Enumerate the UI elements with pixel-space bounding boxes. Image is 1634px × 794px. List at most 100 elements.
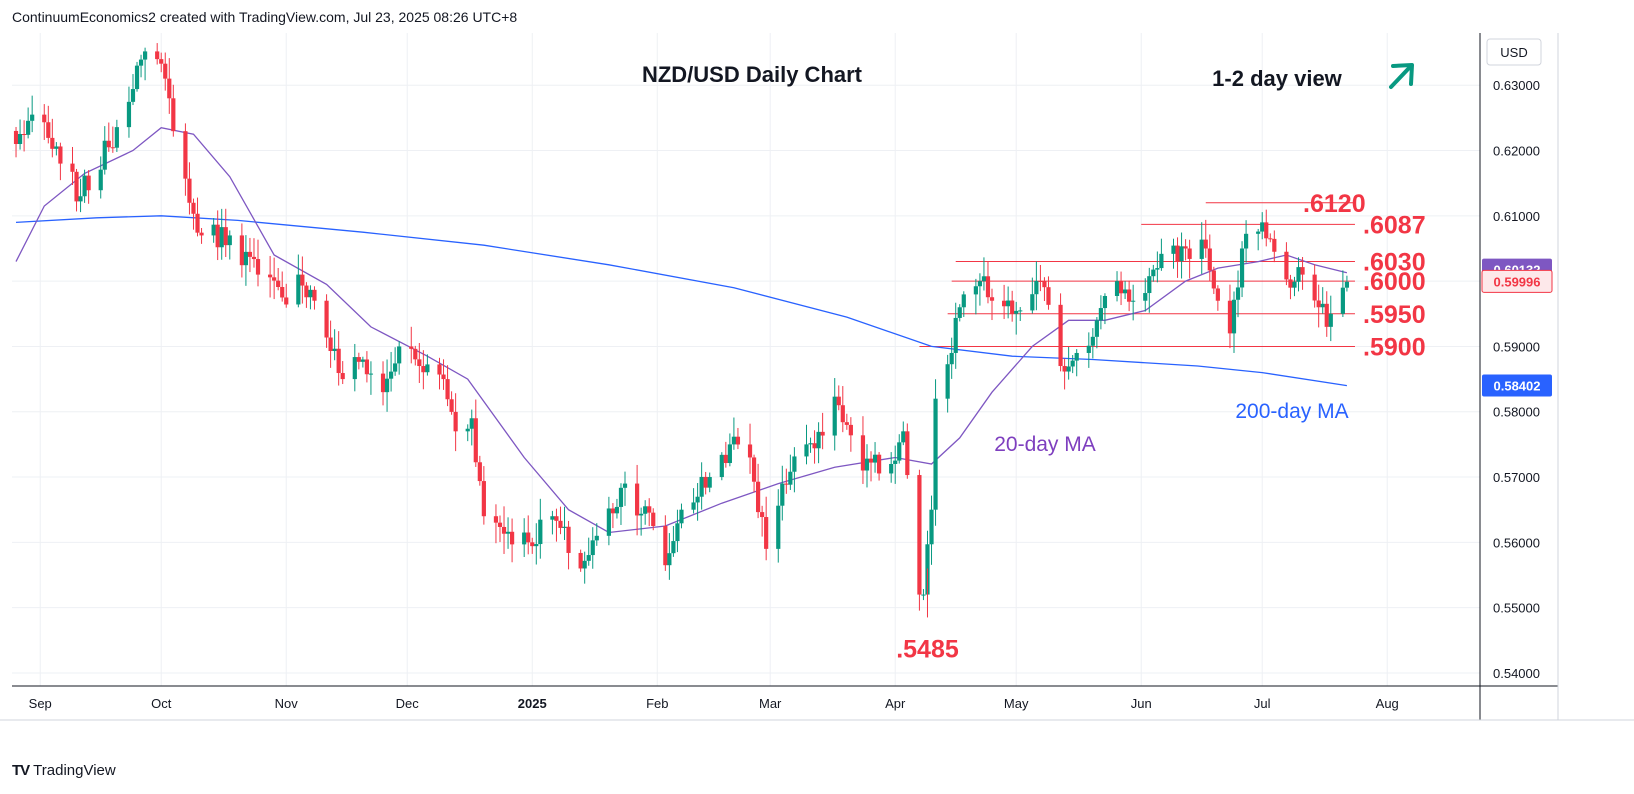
candle bbox=[671, 525, 676, 557]
candle-body bbox=[1284, 251, 1289, 280]
ma20-label: 20-day MA bbox=[994, 433, 1096, 456]
candle-body bbox=[441, 374, 446, 380]
candle bbox=[159, 52, 164, 73]
candle bbox=[622, 471, 628, 506]
candle bbox=[1118, 271, 1124, 306]
candle-body bbox=[397, 346, 402, 364]
candle-body bbox=[110, 147, 115, 149]
candle bbox=[449, 391, 454, 415]
candle bbox=[215, 210, 220, 261]
candle-body bbox=[667, 553, 672, 566]
candle-body bbox=[473, 418, 478, 463]
candle-body bbox=[731, 436, 737, 445]
candle bbox=[961, 291, 966, 317]
candle bbox=[578, 549, 583, 572]
candle bbox=[1074, 349, 1079, 377]
candle-body bbox=[437, 364, 442, 375]
candle-body bbox=[985, 276, 991, 298]
candle bbox=[643, 500, 648, 525]
candle-body bbox=[42, 114, 47, 123]
level-label: .5950 bbox=[1363, 301, 1426, 329]
candle bbox=[727, 433, 732, 467]
candle-body bbox=[844, 422, 849, 425]
candle bbox=[590, 527, 595, 569]
up-arrow-icon bbox=[1389, 63, 1414, 89]
candle bbox=[255, 239, 261, 287]
candle-body bbox=[792, 456, 797, 472]
candle bbox=[195, 197, 200, 237]
candle bbox=[1272, 230, 1277, 263]
candle-body bbox=[755, 481, 761, 513]
candle bbox=[296, 254, 301, 308]
candle-body bbox=[199, 232, 204, 236]
candle-body bbox=[760, 512, 765, 518]
candle-body bbox=[421, 366, 426, 373]
candle bbox=[1300, 257, 1305, 290]
candle bbox=[82, 169, 87, 203]
candle bbox=[949, 337, 954, 379]
candle-body bbox=[106, 140, 111, 148]
candle-body bbox=[747, 444, 753, 458]
candle-body bbox=[380, 373, 386, 393]
candle bbox=[243, 235, 249, 286]
candle bbox=[1147, 267, 1152, 313]
y-tick-label: 0.59000 bbox=[1493, 339, 1540, 354]
candle bbox=[530, 537, 535, 554]
candle-body bbox=[735, 436, 741, 445]
candle bbox=[380, 361, 386, 406]
candle bbox=[356, 352, 361, 370]
candle bbox=[1296, 257, 1301, 292]
candle-body bbox=[247, 251, 253, 257]
candle bbox=[1340, 270, 1345, 318]
candle bbox=[239, 223, 244, 278]
candle-body bbox=[804, 444, 809, 457]
candle bbox=[1207, 234, 1212, 281]
candle-body bbox=[989, 297, 995, 301]
candle-body bbox=[1256, 231, 1261, 234]
level-label: .6087 bbox=[1363, 211, 1426, 239]
candle bbox=[26, 107, 31, 139]
support-resistance-levels bbox=[919, 202, 1355, 347]
candle-body bbox=[497, 522, 503, 527]
candle bbox=[784, 468, 789, 494]
candle-body bbox=[191, 202, 196, 214]
candle bbox=[1320, 287, 1325, 314]
candle-body bbox=[505, 531, 511, 534]
candle bbox=[812, 430, 817, 464]
candle bbox=[667, 533, 672, 580]
tradingview-logo[interactable]: TV TradingView bbox=[12, 762, 116, 779]
annotations: .6120.6087 .6030.6000 .5950 .5900 .5485 NZD/U… bbox=[642, 62, 1426, 663]
axes: 0.630000.620000.610000.600000.590000.580… bbox=[0, 33, 1634, 721]
y-tick-label: 0.63000 bbox=[1493, 78, 1540, 93]
candle-body bbox=[356, 357, 361, 362]
candle bbox=[453, 393, 458, 452]
candle bbox=[473, 399, 478, 467]
candle bbox=[876, 452, 882, 481]
candle-body bbox=[1155, 268, 1160, 270]
candle-body bbox=[1062, 366, 1067, 372]
price-tag: 0.59996 bbox=[1481, 269, 1553, 293]
candle-body bbox=[1328, 313, 1333, 327]
candle bbox=[364, 351, 370, 383]
candle-body bbox=[1227, 300, 1233, 334]
x-tick-label: Apr bbox=[885, 696, 906, 711]
candle-body bbox=[1090, 336, 1095, 346]
candle-body bbox=[1344, 281, 1350, 288]
candle-body bbox=[86, 175, 91, 191]
candle-body bbox=[134, 65, 140, 90]
candle bbox=[860, 416, 866, 484]
candle-body bbox=[1324, 303, 1329, 327]
candle-body bbox=[812, 443, 817, 449]
ma20-line bbox=[15, 127, 1348, 534]
candle bbox=[534, 523, 539, 565]
candle-body bbox=[46, 122, 51, 138]
candle bbox=[1086, 332, 1091, 368]
candle-body bbox=[868, 458, 874, 463]
candle-body bbox=[243, 251, 249, 266]
candle-body bbox=[610, 508, 616, 514]
candle-body bbox=[1187, 248, 1192, 259]
y-tick-label: 0.58000 bbox=[1493, 405, 1540, 420]
candle bbox=[893, 445, 898, 484]
candle bbox=[183, 123, 188, 196]
